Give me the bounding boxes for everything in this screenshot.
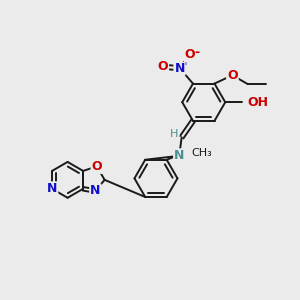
Text: O: O bbox=[158, 60, 168, 74]
Text: -: - bbox=[194, 46, 199, 59]
Text: O: O bbox=[92, 160, 102, 173]
Text: N: N bbox=[174, 61, 185, 75]
Text: +: + bbox=[181, 57, 189, 67]
Text: CH₃: CH₃ bbox=[191, 148, 212, 158]
Text: N: N bbox=[90, 184, 100, 197]
Text: N: N bbox=[47, 182, 57, 195]
Text: H: H bbox=[170, 129, 179, 139]
Text: O: O bbox=[227, 69, 238, 82]
Text: N: N bbox=[174, 149, 184, 162]
Text: OH: OH bbox=[247, 96, 268, 109]
Text: O: O bbox=[185, 48, 195, 61]
